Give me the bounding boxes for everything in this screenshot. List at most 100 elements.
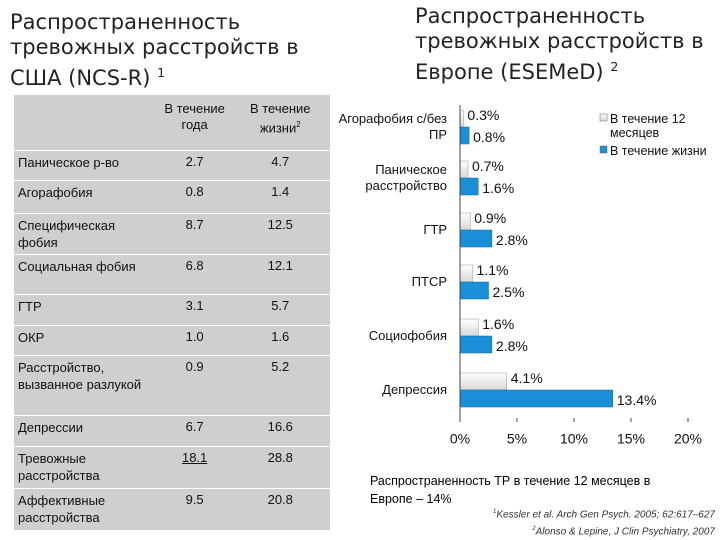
table-cell: 3.1 bbox=[158, 294, 231, 326]
cell-text: 3.1 bbox=[185, 298, 204, 314]
header-sup: 2 bbox=[296, 120, 301, 129]
right-title-text: Распространенность тревожных расстройств… bbox=[415, 4, 704, 84]
category-label: ГТР bbox=[423, 222, 447, 237]
cell-text: 0.9 bbox=[185, 358, 204, 374]
reference: 2Alonso & Lepine, J Clin Psychiatry, 200… bbox=[470, 522, 715, 539]
cell-text: Агорафобия bbox=[18, 185, 93, 201]
bar bbox=[459, 389, 614, 408]
value-label: 2.8% bbox=[496, 232, 528, 248]
cell-text: 20.8 bbox=[267, 492, 293, 508]
value-label: 1.6% bbox=[482, 180, 514, 196]
table-cell: Аффективные расстройства bbox=[14, 488, 159, 530]
cell-text: Депрессии bbox=[18, 420, 84, 436]
reference-text: Alonso & Lepine, J Clin Psychiatry, 2007 bbox=[535, 526, 715, 538]
table-cell: 28.8 bbox=[230, 445, 330, 489]
cell-text: 12.5 bbox=[267, 216, 293, 232]
legend-label: В течение 12 месяцев bbox=[610, 112, 686, 140]
cell-text: 28.8 bbox=[267, 449, 293, 465]
table-row: Паническое р-во 2.7 4.7 bbox=[14, 149, 330, 181]
header-text: В течение жизни bbox=[249, 101, 311, 136]
cell-text: Социальная фобия bbox=[18, 258, 136, 274]
cell-text: 8.7 bbox=[185, 216, 204, 232]
x-tick-label: 20% bbox=[674, 431, 702, 447]
category-label: Агорафобия с/без ПР bbox=[338, 111, 447, 142]
right-title: Распространенность тревожных расстройств… bbox=[415, 4, 705, 85]
table-cell: Агорафобия bbox=[14, 180, 159, 214]
x-tick-label: 15% bbox=[617, 431, 645, 447]
header-text: В течение года bbox=[164, 101, 225, 132]
table-cell: 20.8 bbox=[230, 488, 330, 530]
x-tick-label: 10% bbox=[560, 431, 588, 447]
cell-text: 1.0 bbox=[185, 328, 204, 344]
value-label: 2.8% bbox=[496, 338, 528, 354]
table-cell: 5.7 bbox=[230, 294, 330, 326]
table-cell: 1.0 bbox=[158, 324, 231, 356]
category-label: ПТСР bbox=[411, 274, 447, 289]
table-cell: 1.4 bbox=[230, 180, 330, 214]
table-cell: 6.8 bbox=[158, 253, 231, 295]
table-cell: 6.7 bbox=[158, 415, 231, 447]
header-row: В течение года В течение жизни2 bbox=[14, 95, 330, 151]
left-title: Распространенность тревожных расстройств… bbox=[10, 10, 350, 91]
table-cell: Тревожные расстройства bbox=[14, 445, 159, 489]
footnote: Распространенность ТР в течение 12 месяц… bbox=[370, 474, 651, 506]
table-cell: Расстройство, вызванное разлукой bbox=[14, 354, 159, 416]
cell-text: 6.8 bbox=[185, 257, 204, 273]
table-cell: 5.2 bbox=[230, 354, 330, 416]
value-label: 0.3% bbox=[467, 107, 499, 123]
bar bbox=[459, 264, 473, 283]
cell-text: 0.8 bbox=[185, 184, 204, 200]
value-label: 0.7% bbox=[472, 158, 504, 174]
table-cell: 18.1 bbox=[158, 445, 231, 489]
cell-text: 16.6 bbox=[267, 419, 293, 435]
header-cell: В течение жизни2 bbox=[231, 95, 331, 151]
table-cell: 0.8 bbox=[158, 180, 231, 214]
table-row: Специфическая фобия 8.7 12.5 bbox=[14, 212, 330, 255]
cell-text: Паническое р-во bbox=[18, 155, 119, 170]
table-row: Аффективные расстройства 9.5 20.8 bbox=[14, 488, 330, 530]
cell-text: 18.1 bbox=[181, 449, 208, 465]
bar bbox=[459, 177, 479, 196]
cell-text: 1.4 bbox=[271, 184, 290, 200]
table-cell: 12.5 bbox=[230, 212, 330, 255]
cell-text: Тревожные расстройства bbox=[18, 450, 100, 483]
reference-sup: 2 bbox=[532, 526, 536, 533]
category-label: Паническое расстройство bbox=[365, 162, 447, 193]
x-tick-label: 0% bbox=[450, 431, 470, 447]
table-cell: 2.7 bbox=[158, 149, 231, 181]
left-title-text: Распространенность тревожных расстройств… bbox=[10, 10, 299, 90]
table-row: Расстройство, вызванное разлукой 0.9 5.2 bbox=[14, 354, 330, 416]
table-cell: 12.1 bbox=[230, 253, 330, 295]
cell-text: Специфическая фобия bbox=[18, 217, 116, 250]
category-label: Социофобия bbox=[368, 328, 447, 343]
table-row: Социальная фобия 6.8 12.1 bbox=[14, 253, 330, 295]
right-title-sup: 2 bbox=[610, 59, 619, 74]
legend-swatch bbox=[599, 113, 608, 122]
x-tick-label: 5% bbox=[507, 431, 527, 447]
cell-text: ОКР bbox=[18, 329, 45, 345]
cell-text: Расстройство, вызванное разлукой bbox=[18, 359, 142, 392]
bar bbox=[459, 212, 471, 231]
table-row: ОКР 1.0 1.6 bbox=[14, 324, 330, 356]
table-cell: Специфическая фобия bbox=[14, 212, 159, 255]
bar bbox=[459, 318, 479, 337]
table-row: Тревожные расстройства 18.1 28.8 bbox=[14, 445, 330, 489]
bar bbox=[459, 126, 470, 145]
table-row: Агорафобия 0.8 1.4 bbox=[14, 180, 330, 214]
bar bbox=[459, 281, 489, 300]
reference-text: Kessler et al. Arch Gen Psych. 2005; 62:… bbox=[496, 509, 715, 521]
value-label: 13.4% bbox=[617, 392, 657, 408]
cell-text: 4.7 bbox=[271, 154, 290, 169]
header-cell: В течение года bbox=[159, 95, 231, 151]
left-title-sup: 1 bbox=[157, 65, 166, 80]
value-label: 4.1% bbox=[511, 370, 543, 386]
value-label: 1.6% bbox=[482, 316, 514, 332]
reference-sup: 1 bbox=[493, 509, 497, 515]
value-label: 2.5% bbox=[493, 284, 525, 300]
cell-text: 9.5 bbox=[185, 492, 204, 508]
table-cell: 4.7 bbox=[230, 149, 330, 181]
bar bbox=[459, 160, 469, 179]
table-row: Депрессии 6.7 16.6 bbox=[14, 415, 330, 447]
table-cell: 1.6 bbox=[230, 324, 330, 356]
cell-text: 5.2 bbox=[271, 358, 290, 374]
